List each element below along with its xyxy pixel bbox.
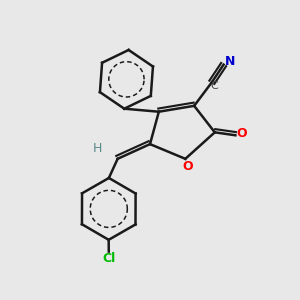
- Text: C: C: [210, 81, 218, 91]
- Text: H: H: [92, 142, 102, 155]
- Text: Cl: Cl: [102, 252, 116, 265]
- Text: N: N: [225, 55, 235, 68]
- Text: O: O: [182, 160, 193, 173]
- Text: O: O: [237, 127, 247, 140]
